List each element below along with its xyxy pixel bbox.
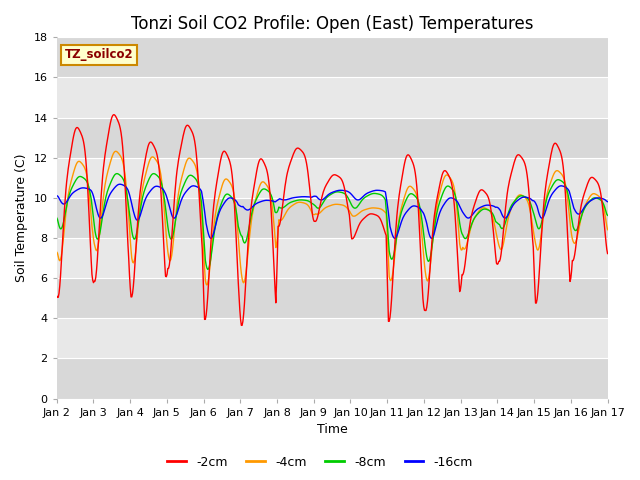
Bar xyxy=(57,278,607,318)
Bar xyxy=(57,118,607,158)
Y-axis label: Soil Temperature (C): Soil Temperature (C) xyxy=(15,154,28,282)
Bar xyxy=(57,77,607,118)
X-axis label: Time: Time xyxy=(317,423,348,436)
Bar xyxy=(57,37,607,77)
Bar xyxy=(57,158,607,198)
Title: Tonzi Soil CO2 Profile: Open (East) Temperatures: Tonzi Soil CO2 Profile: Open (East) Temp… xyxy=(131,15,533,33)
Bar xyxy=(57,359,607,398)
Bar xyxy=(57,318,607,359)
Bar xyxy=(57,238,607,278)
Bar xyxy=(57,198,607,238)
Text: TZ_soilco2: TZ_soilco2 xyxy=(65,48,134,61)
Legend: -2cm, -4cm, -8cm, -16cm: -2cm, -4cm, -8cm, -16cm xyxy=(163,451,477,474)
